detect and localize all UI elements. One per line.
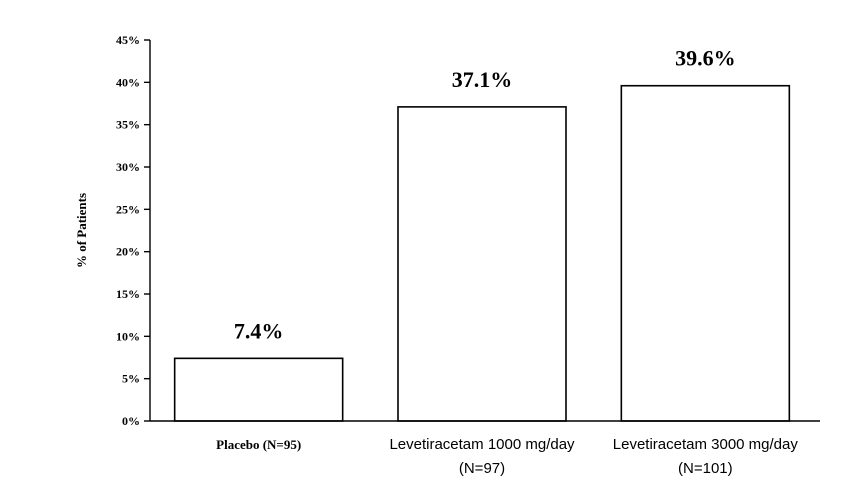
bars xyxy=(173,84,791,422)
y-tick-label: 15% xyxy=(116,287,140,301)
y-tick-label: 45% xyxy=(116,33,140,47)
category-label: Levetiracetam 1000 mg/day xyxy=(389,436,575,453)
y-tick-label: 40% xyxy=(116,75,140,89)
y-tick-label: 35% xyxy=(116,118,140,132)
y-tick-label: 25% xyxy=(116,202,140,216)
y-axis-ticks: 0% 5% 10% 15% 20% 25% 30% 35% 40% 45% xyxy=(116,33,150,428)
category-label: Levetiracetam 3000 mg/day xyxy=(613,436,799,453)
data-labels: 7.4% 37.1% 39.6% xyxy=(234,46,736,344)
category-labels: Placebo (N=95) Levetiracetam 1000 mg/day (… xyxy=(216,436,798,477)
y-tick-label: 10% xyxy=(116,329,140,343)
bar xyxy=(173,357,344,422)
bar-value-label: 39.6% xyxy=(675,46,736,71)
y-tick-label: 30% xyxy=(116,160,140,174)
y-tick-label: 0% xyxy=(122,414,140,428)
category-label: (N=97) xyxy=(459,460,505,477)
bar xyxy=(620,84,791,422)
bar-value-label: 37.1% xyxy=(452,67,513,92)
y-tick-label: 20% xyxy=(116,245,140,259)
category-label: Placebo (N=95) xyxy=(216,437,301,452)
y-tick-label: 5% xyxy=(122,372,140,386)
bar xyxy=(397,106,567,422)
category-label: (N=101) xyxy=(678,460,733,477)
y-axis-label: % of Patients xyxy=(74,193,89,268)
bar-value-label: 7.4% xyxy=(234,318,284,343)
